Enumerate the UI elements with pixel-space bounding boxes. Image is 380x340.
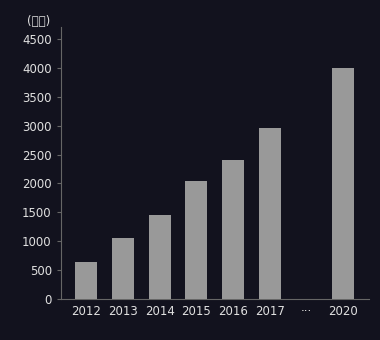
Bar: [149, 215, 171, 299]
Bar: [185, 181, 207, 299]
Bar: [112, 238, 134, 299]
Bar: [222, 160, 244, 299]
Text: (万人): (万人): [27, 15, 50, 28]
Bar: [76, 261, 97, 299]
Bar: [259, 129, 281, 299]
Bar: [332, 68, 354, 299]
